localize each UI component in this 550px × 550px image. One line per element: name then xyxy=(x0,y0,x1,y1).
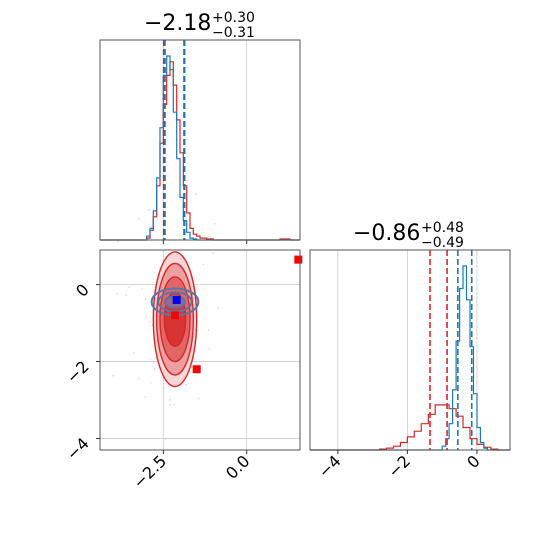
scatter-point xyxy=(214,223,216,225)
scatter-point xyxy=(207,329,210,331)
scatter-2d-panel xyxy=(99,192,303,451)
y-tick-label: −2 xyxy=(63,357,93,387)
scatter-point xyxy=(150,382,152,384)
red-marker xyxy=(192,365,201,374)
scatter-point xyxy=(169,399,171,401)
scatter-point xyxy=(195,192,197,195)
title-1-upper: +0.30 xyxy=(212,10,255,26)
scatter-point xyxy=(138,377,140,380)
scatter-point xyxy=(128,286,130,289)
scatter-point xyxy=(169,403,171,406)
title-1-median: −2.18 xyxy=(144,11,211,36)
title-1-lower: −0.31 xyxy=(212,25,255,41)
scatter-point xyxy=(112,375,114,377)
scatter-point xyxy=(133,352,135,354)
scatter-point xyxy=(212,252,214,254)
panel-frame xyxy=(309,249,511,451)
scatter-point xyxy=(125,294,128,297)
axis-ticks: −2.5 0.0 0 −2 −4 −4 −2 0 xyxy=(63,240,484,492)
blue-histogram xyxy=(310,265,510,451)
scatter-point xyxy=(202,263,205,266)
scatter-point xyxy=(208,347,210,350)
red-histogram xyxy=(100,61,300,241)
blue-histogram xyxy=(100,55,300,241)
blue-marker xyxy=(172,296,181,304)
scatter-point xyxy=(138,217,140,220)
scatter-point xyxy=(148,209,150,211)
x-tick-label: −4 xyxy=(315,451,345,481)
panel-frame xyxy=(99,39,301,241)
x-tick-label: −2 xyxy=(384,451,414,481)
y-tick-label: −4 xyxy=(63,434,93,464)
scatter-point xyxy=(153,361,155,363)
x-tick-label: −2.5 xyxy=(129,451,170,492)
scatter-point xyxy=(117,240,119,243)
panel-1-title: −2.18 +0.30 −0.31 xyxy=(144,10,255,41)
x-tick-label: 0 xyxy=(463,451,484,472)
title-2-upper: +0.48 xyxy=(421,220,464,236)
histogram-panel-2 xyxy=(309,249,511,451)
scatter-point xyxy=(164,438,166,440)
y-tick-label: 0 xyxy=(72,280,93,301)
histogram-panel-1 xyxy=(99,39,301,241)
scatter-point xyxy=(144,298,147,301)
red-marker xyxy=(171,311,179,320)
scatter-point xyxy=(217,306,220,309)
scatter-point xyxy=(144,396,147,398)
red-marker xyxy=(294,255,303,264)
scatter-point xyxy=(197,397,200,400)
x-tick-label: 0.0 xyxy=(222,451,253,482)
scatter-point xyxy=(141,288,144,290)
title-2-lower: −0.49 xyxy=(421,235,464,251)
panel-2-title: −0.86 +0.48 −0.49 xyxy=(353,220,464,251)
scatter-point xyxy=(145,316,147,318)
scatter-point xyxy=(185,384,187,386)
title-2-median: −0.86 xyxy=(353,221,420,246)
scatter-point xyxy=(149,321,151,323)
scatter-point xyxy=(153,368,156,370)
scatter-point xyxy=(116,293,119,295)
scatter-point xyxy=(173,403,175,406)
panel-frame xyxy=(99,249,301,451)
